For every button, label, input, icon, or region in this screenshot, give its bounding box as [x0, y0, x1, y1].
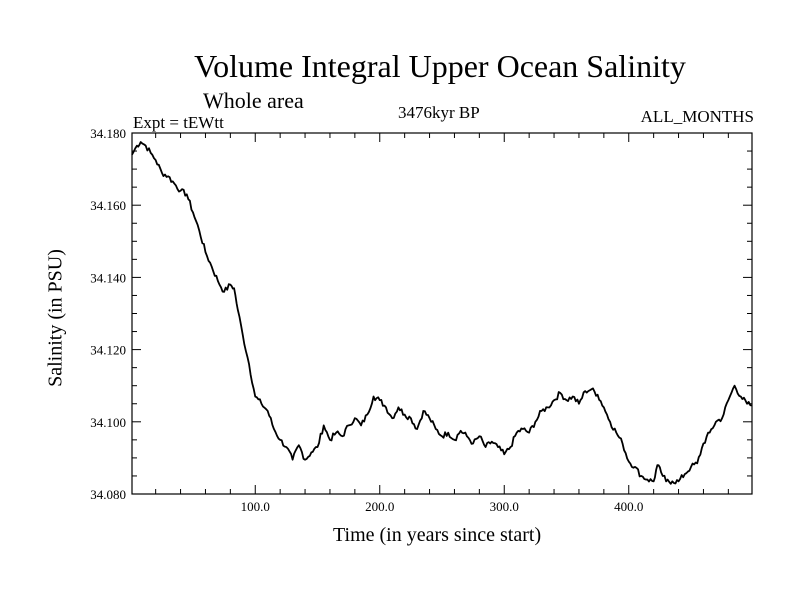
period-label: 3476kyr BP	[398, 103, 480, 122]
y-tick-label: 34.080	[90, 487, 126, 502]
axis-ticks	[132, 132, 752, 495]
y-tick-label: 34.120	[90, 343, 126, 358]
x-tick-label: 100.0	[241, 499, 270, 514]
x-tick-label: 300.0	[490, 499, 519, 514]
y-tick-label: 34.100	[90, 415, 126, 430]
salinity-line	[131, 141, 753, 485]
y-tick-label: 34.160	[90, 198, 126, 213]
chart-subtitle: Whole area	[203, 88, 304, 113]
experiment-label: Expt = tEWtt	[133, 113, 224, 132]
season-label: ALL_MONTHS	[640, 107, 754, 126]
y-tick-label: 34.180	[90, 126, 126, 141]
y-tick-label: 34.140	[90, 270, 126, 285]
x-axis-label: Time (in years since start)	[333, 524, 542, 546]
axis-tick-labels: 100.0 200.0 300.0 400.0 34.080 34.100 34.120 34…	[90, 126, 643, 514]
x-tick-label: 200.0	[365, 499, 394, 514]
x-tick-label: 400.0	[614, 499, 643, 514]
plot-frame	[131, 132, 753, 495]
chart-title: Volume Integral Upper Ocean Salinity	[194, 48, 686, 84]
